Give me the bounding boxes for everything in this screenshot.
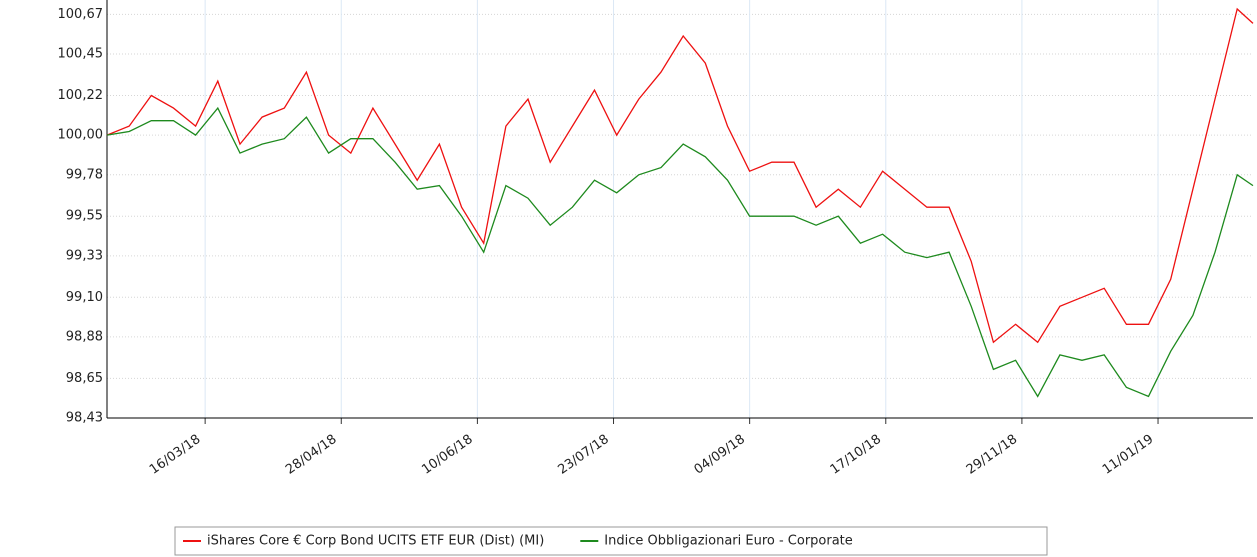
y-tick-label: 99,78 xyxy=(66,167,103,182)
y-tick-label: 99,55 xyxy=(66,209,103,224)
y-tick-label: 99,10 xyxy=(66,290,103,305)
x-tick-label: 28/04/18 xyxy=(283,432,339,478)
x-tick-label: 11/01/19 xyxy=(1100,432,1156,478)
series-line xyxy=(106,7,1254,344)
legend: iShares Core € Corp Bond UCITS ETF EUR (… xyxy=(174,526,1048,556)
y-tick-label: 99,33 xyxy=(66,248,103,263)
x-tick-label: 10/06/18 xyxy=(419,432,475,478)
x-tick-label: 23/07/18 xyxy=(555,432,611,478)
series-line xyxy=(106,106,1254,398)
legend-label: iShares Core € Corp Bond UCITS ETF EUR (… xyxy=(207,534,544,549)
y-tick-label: 98,88 xyxy=(66,329,103,344)
y-tick-label: 100,67 xyxy=(58,7,104,22)
legend-label: Indice Obbligazionari Euro - Corporate xyxy=(604,534,853,549)
y-tick-label: 98,65 xyxy=(66,371,103,386)
y-tick-label: 98,43 xyxy=(66,411,103,426)
y-tick-label: 100,45 xyxy=(58,47,104,62)
x-tick-label: 04/09/18 xyxy=(692,432,748,478)
y-tick-label: 100,22 xyxy=(58,88,104,103)
x-tick-label: 17/10/18 xyxy=(828,432,884,478)
legend-box xyxy=(174,526,1048,556)
x-tick-label: 16/03/18 xyxy=(147,432,203,478)
y-tick-label: 100,00 xyxy=(58,128,104,143)
x-tick-label: 29/11/18 xyxy=(964,432,1020,478)
